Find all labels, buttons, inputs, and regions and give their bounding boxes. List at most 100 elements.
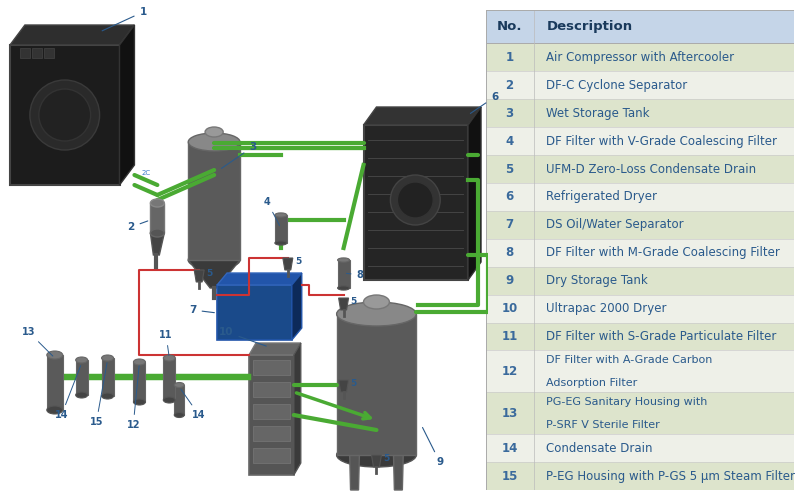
Text: Description: Description (546, 20, 633, 33)
Ellipse shape (398, 182, 434, 218)
Text: 14: 14 (181, 390, 206, 420)
Polygon shape (10, 45, 119, 185)
Polygon shape (294, 343, 301, 475)
Text: 12: 12 (502, 365, 518, 378)
Text: UFM-D Zero-Loss Condensate Drain: UFM-D Zero-Loss Condensate Drain (546, 162, 757, 175)
Text: DF Filter with V-Grade Coalescing Filter: DF Filter with V-Grade Coalescing Filter (546, 134, 778, 147)
Polygon shape (253, 360, 290, 375)
Polygon shape (217, 285, 292, 340)
Ellipse shape (275, 241, 287, 245)
Text: P-SRF V Sterile Filter: P-SRF V Sterile Filter (546, 420, 660, 430)
Text: 2: 2 (506, 79, 514, 92)
Text: DS Oil/Water Separator: DS Oil/Water Separator (546, 218, 684, 232)
Text: 2: 2 (127, 221, 148, 232)
Text: 5: 5 (294, 257, 301, 266)
FancyBboxPatch shape (486, 100, 794, 127)
Text: Adsorption Filter: Adsorption Filter (546, 378, 638, 388)
Polygon shape (217, 273, 302, 285)
FancyBboxPatch shape (486, 72, 794, 100)
Polygon shape (119, 25, 134, 185)
Text: 1: 1 (506, 51, 514, 64)
Ellipse shape (174, 412, 184, 418)
Text: DF Filter with S-Grade Particulate Filter: DF Filter with S-Grade Particulate Filte… (546, 330, 777, 343)
Ellipse shape (338, 258, 350, 262)
Polygon shape (338, 298, 349, 310)
FancyBboxPatch shape (486, 155, 794, 183)
Text: Air Compressor with Aftercooler: Air Compressor with Aftercooler (546, 51, 734, 64)
Text: 6: 6 (506, 190, 514, 203)
Polygon shape (338, 260, 350, 288)
Text: 9: 9 (422, 428, 443, 467)
Ellipse shape (39, 89, 90, 141)
Text: 5: 5 (383, 454, 390, 463)
Ellipse shape (134, 399, 146, 405)
FancyBboxPatch shape (486, 462, 794, 490)
FancyBboxPatch shape (486, 294, 794, 322)
Ellipse shape (47, 406, 62, 414)
FancyBboxPatch shape (486, 211, 794, 239)
Ellipse shape (337, 443, 416, 467)
Text: 14: 14 (54, 366, 81, 420)
Polygon shape (283, 258, 293, 270)
Ellipse shape (76, 392, 88, 398)
Polygon shape (44, 48, 54, 58)
FancyBboxPatch shape (486, 392, 794, 434)
Ellipse shape (30, 80, 99, 150)
Polygon shape (194, 270, 204, 282)
Polygon shape (47, 355, 62, 410)
Ellipse shape (102, 355, 114, 361)
Ellipse shape (338, 286, 350, 290)
Polygon shape (253, 382, 290, 397)
Ellipse shape (337, 302, 416, 326)
FancyBboxPatch shape (486, 350, 794, 393)
Ellipse shape (47, 351, 62, 359)
Text: 3: 3 (222, 142, 256, 169)
Text: Refrigerated Dryer: Refrigerated Dryer (546, 190, 658, 203)
Ellipse shape (102, 393, 114, 399)
Polygon shape (32, 48, 42, 58)
Text: Wet Storage Tank: Wet Storage Tank (546, 107, 650, 120)
Text: 3: 3 (506, 107, 514, 120)
Text: 14: 14 (502, 442, 518, 454)
Text: 4: 4 (264, 197, 279, 226)
Ellipse shape (150, 199, 164, 207)
Text: Condensate Drain: Condensate Drain (546, 442, 653, 454)
Text: 9: 9 (506, 274, 514, 287)
Polygon shape (363, 107, 481, 125)
Text: 15: 15 (502, 470, 518, 482)
Text: 4: 4 (506, 134, 514, 147)
FancyBboxPatch shape (486, 322, 794, 350)
Polygon shape (174, 385, 184, 415)
Polygon shape (249, 355, 294, 475)
Text: 5: 5 (506, 162, 514, 175)
Text: 13: 13 (22, 327, 53, 356)
Text: DF-C Cyclone Separator: DF-C Cyclone Separator (546, 79, 688, 92)
Ellipse shape (163, 397, 175, 403)
Polygon shape (363, 125, 468, 280)
Text: 7: 7 (190, 305, 214, 315)
Text: 10: 10 (502, 302, 518, 315)
Text: 7: 7 (506, 218, 514, 232)
Ellipse shape (134, 359, 146, 365)
Polygon shape (350, 450, 359, 490)
Ellipse shape (205, 127, 223, 137)
Ellipse shape (76, 357, 88, 363)
FancyBboxPatch shape (486, 266, 794, 294)
Ellipse shape (188, 133, 240, 151)
Text: PG-EG Sanitary Housing with: PG-EG Sanitary Housing with (546, 396, 708, 406)
Polygon shape (134, 362, 146, 402)
Ellipse shape (150, 229, 164, 237)
Polygon shape (338, 380, 349, 392)
FancyBboxPatch shape (486, 44, 794, 72)
Polygon shape (337, 314, 416, 455)
Text: 12: 12 (126, 366, 140, 430)
Text: 11: 11 (502, 330, 518, 343)
Ellipse shape (363, 295, 390, 309)
Text: DF Filter with A-Grade Carbon: DF Filter with A-Grade Carbon (546, 354, 713, 364)
Polygon shape (102, 358, 114, 396)
Text: 6: 6 (470, 92, 498, 114)
Text: 5: 5 (350, 297, 357, 306)
Polygon shape (163, 358, 175, 400)
Text: 5: 5 (206, 269, 213, 278)
Polygon shape (292, 273, 302, 340)
